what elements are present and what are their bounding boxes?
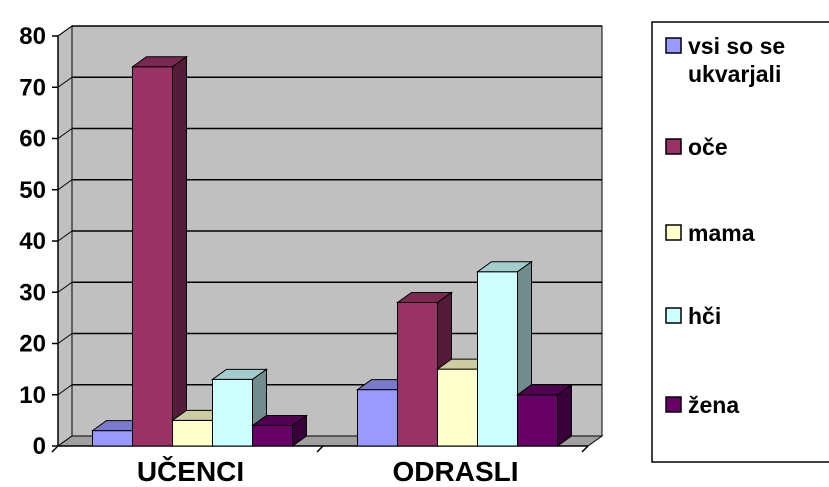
y-tick-label: 60 bbox=[19, 126, 46, 153]
legend-swatch bbox=[665, 138, 682, 155]
legend-entry-label: mama bbox=[688, 220, 755, 246]
bar-2-4 bbox=[475, 260, 534, 447]
x-category-label: ODRASLI bbox=[393, 456, 519, 482]
bars bbox=[90, 55, 574, 447]
bar-side bbox=[557, 383, 572, 447]
bar-front bbox=[517, 394, 558, 447]
legend-entry-label: hči bbox=[688, 303, 721, 329]
gridline-side bbox=[57, 230, 73, 242]
gridline-side bbox=[57, 76, 73, 88]
bar-side bbox=[172, 55, 187, 447]
y-tick-label: 30 bbox=[19, 279, 46, 306]
gridline-side bbox=[57, 25, 73, 37]
bar-front bbox=[397, 302, 438, 447]
gridline-side bbox=[57, 179, 73, 191]
y-tick-label: 70 bbox=[19, 74, 46, 101]
y-tick-label: 40 bbox=[19, 228, 46, 255]
bar-1-2 bbox=[130, 55, 189, 447]
bar-front bbox=[477, 271, 518, 447]
gridline-side bbox=[57, 333, 73, 344]
gridline-side bbox=[57, 128, 73, 139]
legend-swatch bbox=[665, 307, 682, 324]
x-tick bbox=[581, 445, 589, 453]
y-tick-label: 50 bbox=[19, 177, 46, 204]
legend-entry-label: žena bbox=[688, 392, 739, 418]
bar-front bbox=[172, 419, 213, 447]
legend-entry-label: vsi so se bbox=[688, 33, 785, 59]
bar-side bbox=[292, 414, 307, 447]
bar-1-5 bbox=[250, 414, 309, 447]
y-tick-label: 80 bbox=[19, 23, 46, 50]
bar-front bbox=[357, 389, 398, 447]
y-tick-label: 0 bbox=[33, 433, 46, 460]
gridline-side bbox=[57, 281, 73, 293]
bar-2-5 bbox=[515, 383, 574, 447]
legend-swatch bbox=[665, 224, 682, 241]
bar-front bbox=[252, 425, 293, 447]
legend-entry-label: ukvarjali bbox=[688, 61, 781, 87]
bar-front bbox=[212, 378, 253, 447]
legend-swatch bbox=[665, 396, 682, 413]
y-tick-label: 20 bbox=[19, 331, 46, 358]
x-tick bbox=[316, 445, 324, 453]
bar-front bbox=[132, 66, 173, 447]
bar-front bbox=[92, 430, 133, 447]
bar-2-2 bbox=[395, 291, 454, 447]
legend-entry-label: oče bbox=[688, 134, 728, 160]
x-category-label: UČENCI bbox=[137, 455, 244, 482]
y-tick-label: 10 bbox=[19, 382, 46, 409]
legend-box bbox=[651, 21, 829, 463]
bar-front bbox=[437, 368, 478, 447]
gridline-side bbox=[57, 384, 73, 396]
legend-swatch bbox=[665, 37, 682, 54]
x-tick bbox=[51, 445, 59, 453]
